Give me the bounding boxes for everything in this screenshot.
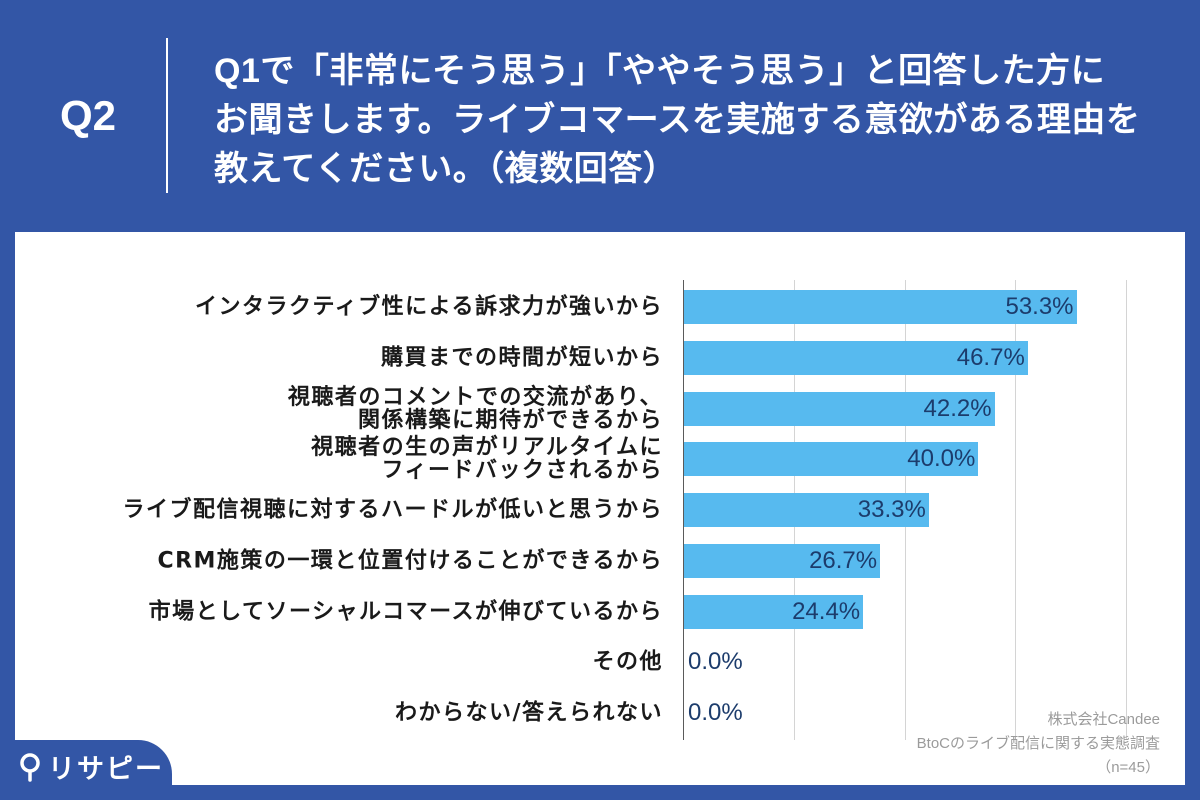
source-notes: 株式会社Candee BtoCのライブ配信に関する実態調査 （n=45） <box>917 708 1160 780</box>
chart-card <box>15 232 1185 785</box>
bar-5 <box>683 493 929 527</box>
question-number: Q2 <box>60 92 117 139</box>
brand-logo: リサピー <box>0 740 172 800</box>
gridline-60 <box>1126 280 1127 740</box>
y-axis-line <box>683 280 684 740</box>
source-company: 株式会社Candee <box>1047 711 1160 728</box>
question-line-2: お聞きします。ライブコマースを実施する意欲がある理由を <box>214 101 1141 139</box>
data-label-6: 26.7% <box>809 546 878 574</box>
data-label-2: 46.7% <box>956 343 1025 371</box>
gridline-45 <box>1015 280 1017 740</box>
bar-4 <box>683 442 979 477</box>
category-label-9: わからない/答えられない <box>394 700 663 726</box>
data-label-1: 53.3% <box>1005 293 1074 320</box>
category-labels: インタラクティブ性による訴求力が強いから購買までの時間が短いから視聴者のコメント… <box>40 280 663 740</box>
data-label-9: 0.0% <box>688 699 743 726</box>
data-label-8: 0.0% <box>688 648 743 676</box>
data-label-4: 40.0% <box>907 445 976 473</box>
question-text: Q1で「非常にそう思う」「ややそう思う」と回答した方に お聞きします。ライブコマ… <box>214 47 1140 194</box>
category-label-8: その他 <box>592 649 663 675</box>
question-line-1: Q1で「非常にそう思う」「ややそう思う」と回答した方に <box>214 52 1106 90</box>
source-sample-size: （n=45） <box>1096 759 1160 776</box>
bar-6 <box>683 543 881 578</box>
category-label-6: CRM施策の一環と位置付けることができるから <box>157 548 663 574</box>
question-line-3: 教えてください。（複数回答） <box>214 150 678 188</box>
category-label-4: 視聴者の生の声がリアルタイムに フィードバックされるから <box>311 435 663 484</box>
header-divider <box>166 38 168 193</box>
bar-chart-plot: 53.3% 46.7% 42.2% 40.0% 33.3% 26.7% 24.4% 0.0% 0… <box>683 280 1128 740</box>
logo-text: リサピー <box>48 754 164 784</box>
category-label-7: 市場としてソーシャルコマースが伸びているから <box>148 599 663 624</box>
bar-1 <box>683 290 1077 324</box>
category-label-3: 視聴者のコメントでの交流があり、 関係構築に期待ができるから <box>287 384 663 433</box>
map-pin-icon <box>20 753 40 782</box>
data-label-3: 42.2% <box>923 394 992 422</box>
bar-2 <box>683 340 1028 375</box>
data-label-7: 24.4% <box>792 597 861 625</box>
category-label-1: インタラクティブ性による訴求力が強いから <box>194 294 663 320</box>
source-survey: BtoCのライブ配信に関する実態調査 <box>916 735 1160 752</box>
bar-7 <box>683 594 864 629</box>
category-label-5: ライブ配信視聴に対するハードルが低いと思うから <box>122 497 663 523</box>
data-label-5: 33.3% <box>857 496 926 523</box>
category-label-2: 購買までの時間が短いから <box>380 345 663 371</box>
bar-3 <box>683 391 995 426</box>
